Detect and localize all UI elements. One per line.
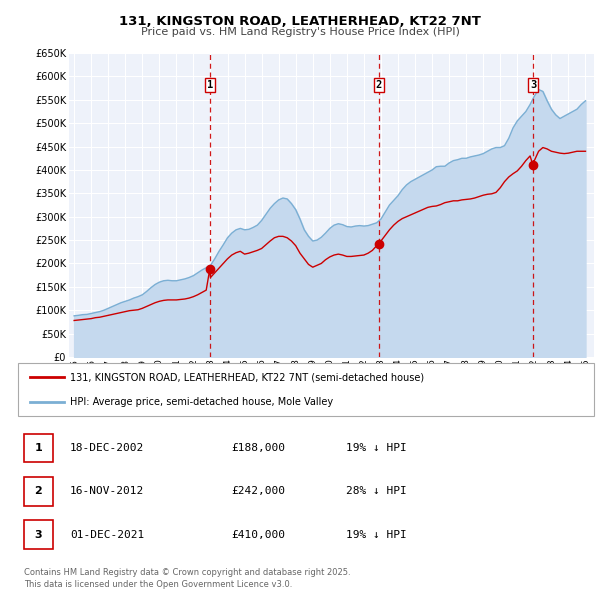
Bar [24,520,53,549]
Text: 3: 3 [530,80,536,90]
Text: 19% ↓ HPI: 19% ↓ HPI [346,443,407,453]
Text: £188,000: £188,000 [231,443,285,453]
Text: 131, KINGSTON ROAD, LEATHERHEAD, KT22 7NT: 131, KINGSTON ROAD, LEATHERHEAD, KT22 7N… [119,15,481,28]
Bar [24,434,53,462]
Text: 16-NOV-2012: 16-NOV-2012 [70,486,144,496]
Text: 3: 3 [34,530,42,540]
Text: Contains HM Land Registry data © Crown copyright and database right 2025.
This d: Contains HM Land Registry data © Crown c… [24,568,350,589]
Text: 2: 2 [34,486,42,496]
Text: 28% ↓ HPI: 28% ↓ HPI [346,486,407,496]
Text: £410,000: £410,000 [231,530,285,540]
Text: £242,000: £242,000 [231,486,285,496]
Text: 01-DEC-2021: 01-DEC-2021 [70,530,144,540]
Text: 19% ↓ HPI: 19% ↓ HPI [346,530,407,540]
Bar [24,477,53,506]
Text: 1: 1 [206,80,213,90]
Text: 2: 2 [376,80,382,90]
Text: 1: 1 [34,443,42,453]
Text: 18-DEC-2002: 18-DEC-2002 [70,443,144,453]
Text: Price paid vs. HM Land Registry's House Price Index (HPI): Price paid vs. HM Land Registry's House … [140,27,460,37]
Text: 131, KINGSTON ROAD, LEATHERHEAD, KT22 7NT (semi-detached house): 131, KINGSTON ROAD, LEATHERHEAD, KT22 7N… [70,372,424,382]
Text: HPI: Average price, semi-detached house, Mole Valley: HPI: Average price, semi-detached house,… [70,396,333,407]
